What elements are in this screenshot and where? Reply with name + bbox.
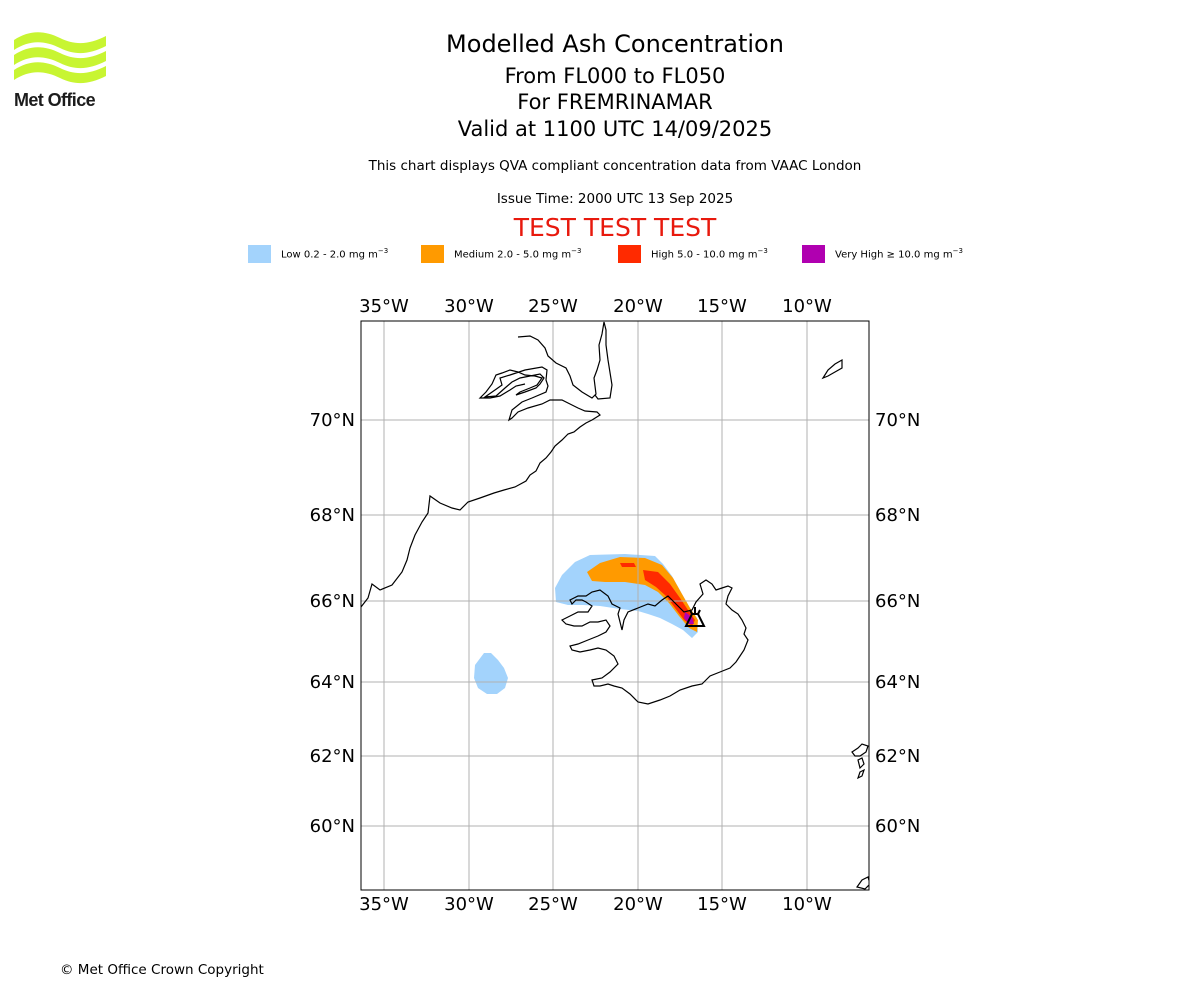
lon-label-bottom: 15°W xyxy=(697,894,747,915)
issue-time: Issue Time: 2000 UTC 13 Sep 2025 xyxy=(496,191,734,207)
lon-label-top: 25°W xyxy=(528,296,578,317)
lon-label-bottom: 35°W xyxy=(359,894,409,915)
lon-label-top: 15°W xyxy=(697,296,747,317)
legend-label-medium: Medium 2.0 - 5.0 mg m−3 xyxy=(454,247,582,261)
ash-area-high-small xyxy=(620,563,636,567)
volcano-name: For FREMRINAMAR xyxy=(517,90,713,114)
lat-label-right: 60°N xyxy=(875,816,920,837)
lat-label-right: 62°N xyxy=(875,746,920,767)
legend-label-very-high: Very High ≥ 10.0 mg m−3 xyxy=(835,247,963,261)
chart-description: This chart displays QVA compliant concen… xyxy=(368,158,862,174)
legend-label-low: Low 0.2 - 2.0 mg m−3 xyxy=(281,247,389,261)
lon-label-bottom: 20°W xyxy=(613,894,663,915)
valid-time: Valid at 1100 UTC 14/09/2025 xyxy=(457,117,773,141)
test-banner: TEST TEST TEST xyxy=(513,213,717,242)
lon-label-top: 30°W xyxy=(444,296,494,317)
lon-ticks-bottom: 35°W 30°W 25°W 20°W 15°W 10°W xyxy=(359,894,832,915)
lat-label-left: 64°N xyxy=(310,672,355,693)
lon-ticks-top: 35°W 30°W 25°W 20°W 15°W 10°W xyxy=(359,296,832,317)
flight-levels: From FL000 to FL050 xyxy=(504,64,726,88)
legend-swatch-very-high xyxy=(802,245,825,263)
lat-label-left: 70°N xyxy=(310,410,355,431)
lon-label-top: 20°W xyxy=(613,296,663,317)
legend-item-high: High 5.0 - 10.0 mg m−3 xyxy=(618,245,768,263)
lat-label-left: 68°N xyxy=(310,505,355,526)
met-office-logo: Met Office xyxy=(14,30,106,112)
faroe-islands-coast xyxy=(851,743,869,780)
shetland-coast xyxy=(855,876,869,890)
legend-label-high: High 5.0 - 10.0 mg m−3 xyxy=(651,247,768,261)
greenland-coast xyxy=(361,366,601,608)
lon-label-bottom: 10°W xyxy=(782,894,832,915)
lat-label-right: 70°N xyxy=(875,410,920,431)
ash-area-high xyxy=(643,570,695,626)
lat-label-right: 68°N xyxy=(875,505,920,526)
concentration-legend: Low 0.2 - 2.0 mg m−3 Medium 2.0 - 5.0 mg… xyxy=(0,245,1200,265)
lon-label-bottom: 25°W xyxy=(528,894,578,915)
iceland-coast xyxy=(560,579,749,705)
lat-label-left: 60°N xyxy=(310,816,355,837)
logo-wave xyxy=(14,32,106,54)
lat-label-right: 64°N xyxy=(875,672,920,693)
logo-text: Met Office xyxy=(14,90,96,110)
legend-item-very-high: Very High ≥ 10.0 mg m−3 xyxy=(802,245,963,263)
lon-label-top: 35°W xyxy=(359,296,409,317)
lon-label-bottom: 30°W xyxy=(444,894,494,915)
ash-area-low-south xyxy=(474,653,508,694)
greenland-fjord-coast xyxy=(517,321,613,400)
logo-wave xyxy=(14,62,106,84)
legend-swatch-low xyxy=(248,245,271,263)
map-frame xyxy=(360,320,870,891)
jan-mayen-coast xyxy=(821,358,843,380)
copyright-notice: © Met Office Crown Copyright xyxy=(60,962,264,978)
legend-item-low: Low 0.2 - 2.0 mg m−3 xyxy=(248,245,388,263)
chart-title: Modelled Ash Concentration xyxy=(446,30,784,58)
logo-wave xyxy=(14,47,106,69)
lon-label-top: 10°W xyxy=(782,296,832,317)
lat-label-left: 66°N xyxy=(310,591,355,612)
lat-label-left: 62°N xyxy=(310,746,355,767)
lat-ticks-left: 70°N 68°N 66°N 64°N 62°N 60°N xyxy=(310,410,355,837)
met-office-waves-icon xyxy=(14,32,106,84)
lat-ticks-right: 70°N 68°N 66°N 64°N 62°N 60°N xyxy=(875,410,920,837)
gridlines xyxy=(361,321,869,890)
lat-label-right: 66°N xyxy=(875,591,920,612)
legend-swatch-high xyxy=(618,245,641,263)
coastlines xyxy=(361,321,869,890)
legend-item-medium: Medium 2.0 - 5.0 mg m−3 xyxy=(421,245,581,263)
ash-area-medium xyxy=(587,557,698,632)
volcano-icon xyxy=(684,607,706,627)
legend-swatch-medium xyxy=(421,245,444,263)
